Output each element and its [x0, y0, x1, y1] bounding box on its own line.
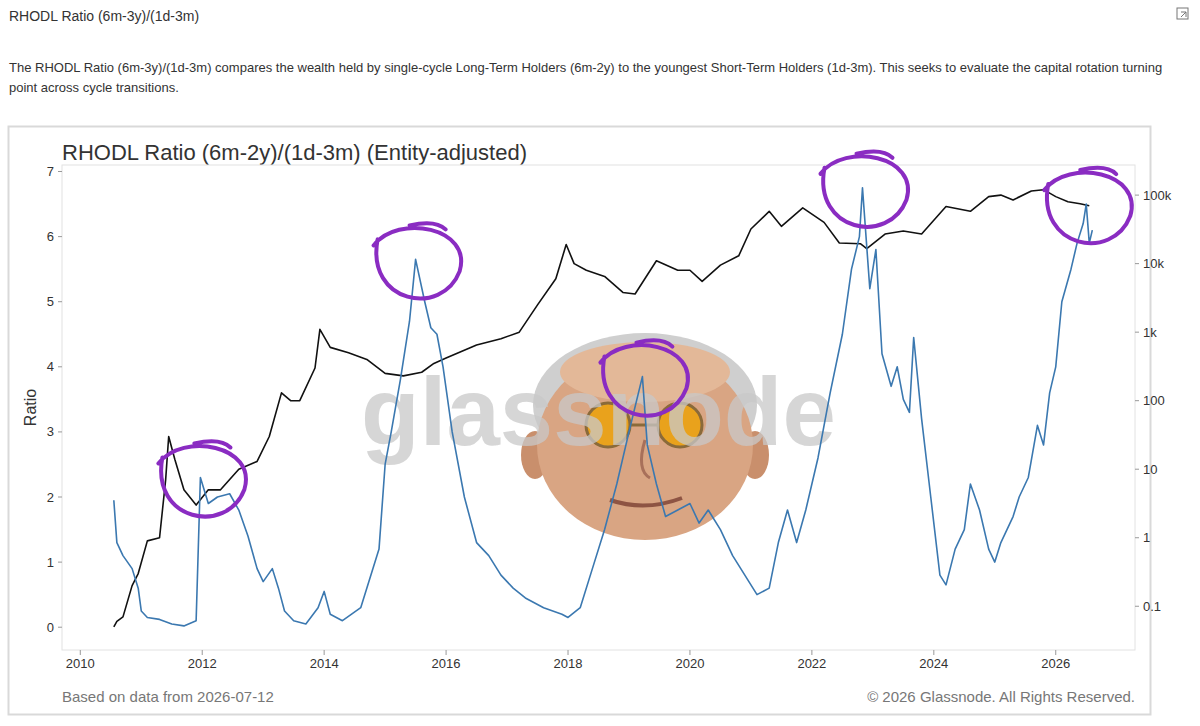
x-tick — [202, 650, 203, 655]
y2-tick-label: 1k — [1143, 325, 1157, 340]
annotation-circle — [820, 152, 908, 227]
y2-tick-label: 100k — [1143, 188, 1172, 203]
series-line — [114, 190, 1089, 627]
x-tick — [811, 650, 812, 655]
x-tick-label: 2016 — [432, 656, 461, 671]
x-tick-label: 2014 — [310, 656, 339, 671]
page-description: The RHODL Ratio (6m-3y)/(1d-3m) compares… — [9, 58, 1189, 98]
y2-tick — [1135, 469, 1139, 470]
chart-frame — [9, 127, 1151, 715]
annotation-circle — [600, 340, 688, 415]
y2-tick-label: 100 — [1143, 393, 1165, 408]
y-tick — [58, 366, 62, 367]
x-tick — [689, 650, 690, 655]
y-tick-label: 7 — [47, 164, 54, 179]
expand-icon — [1177, 8, 1188, 19]
annotation-circle — [158, 441, 246, 516]
y-axis-title: Ratio — [22, 389, 39, 426]
y-tick-label: 4 — [47, 359, 54, 374]
y2-tick — [1135, 537, 1139, 538]
y-tick-label: 3 — [47, 424, 54, 439]
chart-svg: RHODL Ratio (6m-2y)/(1d-3m) (Entity-adju… — [0, 0, 1200, 726]
y-tick-label: 5 — [47, 294, 54, 309]
y2-tick — [1135, 332, 1139, 333]
x-tick-label: 2012 — [188, 656, 217, 671]
x-tick — [1055, 650, 1056, 655]
annotation-circle — [1044, 168, 1132, 243]
x-tick — [446, 650, 447, 655]
series-line — [114, 188, 1092, 626]
x-tick-label: 2010 — [66, 656, 95, 671]
copyright: © 2026 Glassnode. All Rights Reserved. — [867, 688, 1135, 705]
x-tick-label: 2026 — [1041, 656, 1070, 671]
y-tick — [58, 236, 62, 237]
y-tick — [58, 171, 62, 172]
y2-tick — [1135, 606, 1139, 607]
chart-title: RHODL Ratio (6m-2y)/(1d-3m) (Entity-adju… — [62, 140, 527, 165]
expand-icon-arrow — [1181, 12, 1186, 17]
x-tick — [568, 650, 569, 655]
x-tick — [80, 650, 81, 655]
y2-tick-label: 0.1 — [1143, 599, 1161, 614]
y-tick — [58, 497, 62, 498]
x-tick-label: 2020 — [675, 656, 704, 671]
plot-frame — [62, 165, 1135, 650]
y2-tick — [1135, 195, 1139, 196]
y-tick-label: 6 — [47, 229, 54, 244]
face-mouth — [610, 498, 682, 506]
y-tick — [58, 301, 62, 302]
x-tick-label: 2024 — [919, 656, 948, 671]
x-tick — [324, 650, 325, 655]
y-tick-label: 2 — [47, 490, 54, 505]
y-tick — [58, 627, 62, 628]
y2-tick-label: 10 — [1143, 462, 1157, 477]
y-tick — [58, 431, 62, 432]
x-tick-label: 2018 — [554, 656, 583, 671]
watermark: glassnode — [361, 358, 836, 465]
y2-tick-label: 1 — [1143, 530, 1150, 545]
page-heading: RHODL Ratio (6m-3y)/(1d-3m) — [9, 8, 199, 24]
y-tick-label: 1 — [47, 555, 54, 570]
footnote: Based on data from 2026-07-12 — [62, 688, 274, 705]
x-tick — [933, 650, 934, 655]
y2-tick — [1135, 263, 1139, 264]
y2-tick-label: 10k — [1143, 256, 1164, 271]
x-tick-label: 2022 — [797, 656, 826, 671]
y2-tick — [1135, 400, 1139, 401]
plot-marks — [114, 188, 1092, 627]
y-tick — [58, 562, 62, 563]
annotation-circle — [374, 223, 462, 298]
y-tick-label: 0 — [47, 620, 54, 635]
